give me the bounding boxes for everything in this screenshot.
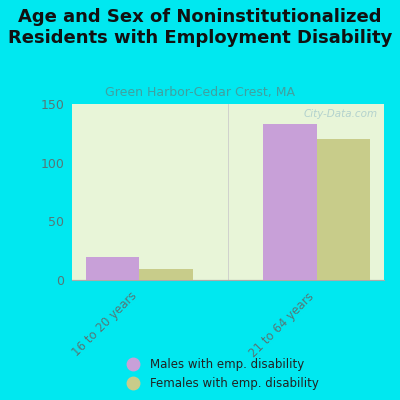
Bar bbox=[317, 139, 370, 280]
Text: Green Harbor-Cedar Crest, MA: Green Harbor-Cedar Crest, MA bbox=[105, 86, 295, 99]
Legend: Males with emp. disability, Females with emp. disability: Males with emp. disability, Females with… bbox=[121, 358, 319, 390]
Text: Age and Sex of Noninstitutionalized
Residents with Employment Disability: Age and Sex of Noninstitutionalized Resi… bbox=[8, 8, 392, 47]
Bar bbox=[139, 270, 192, 280]
Bar bbox=[264, 124, 317, 280]
Text: City-Data.com: City-Data.com bbox=[304, 109, 378, 119]
Bar bbox=[86, 256, 139, 280]
